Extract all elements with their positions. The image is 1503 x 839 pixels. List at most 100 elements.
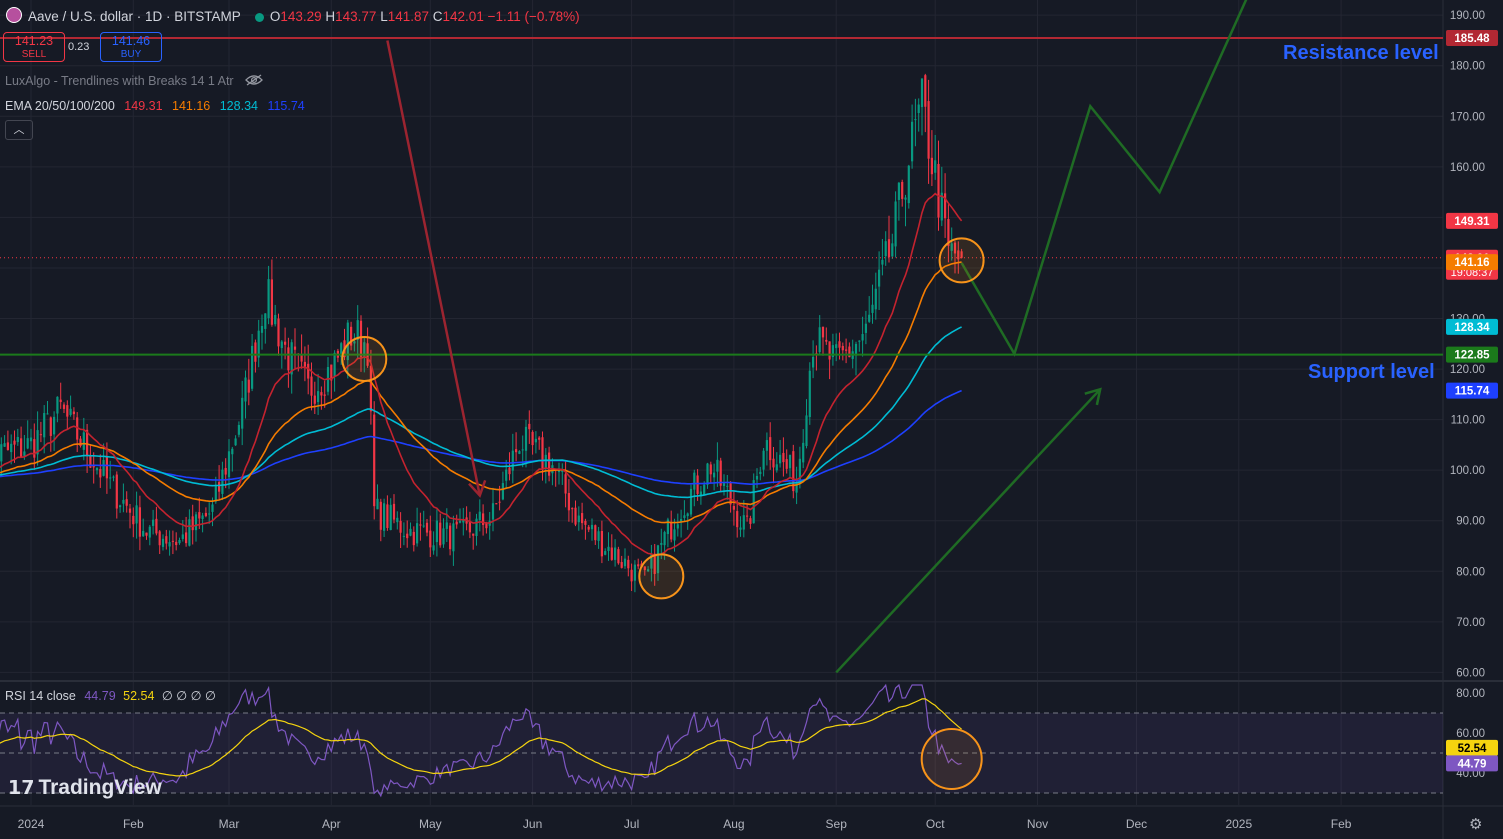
candle-body xyxy=(227,451,231,478)
candle-body xyxy=(402,535,405,537)
luxalgo-indicator-legend[interactable]: LuxAlgo - Trendlines with Breaks 14 1 At… xyxy=(5,74,263,88)
candle-body xyxy=(425,522,429,533)
candle-body xyxy=(152,519,155,526)
candle-body xyxy=(201,515,204,519)
candle-body xyxy=(957,250,960,260)
candle-body xyxy=(534,438,537,443)
candle-body xyxy=(930,157,933,175)
candle-body xyxy=(234,438,237,446)
symbol-title: Aave / U.S. dollar · 1D · BITSTAMP xyxy=(28,9,241,24)
candle-body xyxy=(653,553,656,574)
candle-body xyxy=(670,522,673,540)
candle-body xyxy=(590,524,594,530)
candle-body xyxy=(874,288,877,310)
candle-body xyxy=(422,525,425,527)
candle-body xyxy=(864,323,867,333)
ema-indicator-legend[interactable]: EMA 20/50/100/200 149.31 141.16 128.34 1… xyxy=(5,99,305,113)
rsi-highlight-circle xyxy=(920,728,983,790)
collapse-legend-button[interactable]: ︿ xyxy=(5,120,33,140)
price-badge-label: 115.74 xyxy=(1455,386,1490,398)
price-badge xyxy=(1446,30,1498,47)
candle-body xyxy=(330,364,333,381)
candle-body xyxy=(821,326,825,338)
candle-body xyxy=(188,519,191,546)
candle-body xyxy=(20,438,23,458)
candle-body xyxy=(841,345,844,351)
candle-body xyxy=(577,515,580,523)
candle-body xyxy=(204,512,207,517)
tradingview-logo[interactable]: 𝟭𝟳 TradingView xyxy=(8,776,162,800)
candle-body xyxy=(112,476,115,478)
candle-body xyxy=(115,474,118,509)
candle-body xyxy=(739,527,742,530)
candle-body xyxy=(191,516,194,531)
eye-off-icon[interactable] xyxy=(245,74,263,86)
candle-body xyxy=(237,424,240,435)
candle-body xyxy=(277,318,280,347)
sell-button[interactable]: 141.23 SELL xyxy=(3,32,65,62)
time-tick-label: Jul xyxy=(624,817,639,831)
gear-icon[interactable]: ⚙ xyxy=(1469,816,1483,833)
candle-body xyxy=(76,417,79,440)
candle-body xyxy=(432,545,435,551)
candle-body xyxy=(353,341,356,344)
candle-body xyxy=(56,396,59,414)
candle-body xyxy=(561,470,564,472)
candle-body xyxy=(920,78,924,108)
candle-body xyxy=(746,515,749,517)
candle-body xyxy=(356,320,359,340)
candle-body xyxy=(495,503,498,505)
candle-body xyxy=(122,499,125,504)
candle-body xyxy=(891,243,894,257)
candle-body xyxy=(944,193,947,219)
candle-body xyxy=(574,507,577,525)
candle-body xyxy=(49,417,52,436)
price-badge xyxy=(1446,318,1498,335)
candle-body xyxy=(937,163,940,218)
candle-body xyxy=(838,341,841,348)
candle-body xyxy=(950,243,953,251)
candle-body xyxy=(86,429,89,457)
candle-body xyxy=(571,508,574,510)
candle-body xyxy=(241,397,244,429)
support-annotation: Support level xyxy=(1308,361,1435,383)
rsi-badge xyxy=(1446,739,1498,756)
candle-body xyxy=(868,314,871,322)
candle-body xyxy=(148,526,151,538)
candle-body xyxy=(317,391,320,403)
candle-body xyxy=(16,437,19,443)
candle-body xyxy=(835,344,838,349)
candle-body xyxy=(109,477,112,479)
candle-body xyxy=(485,522,488,529)
candle-body xyxy=(36,430,39,455)
buy-label: BUY xyxy=(120,49,142,60)
time-tick-label: Aug xyxy=(723,817,744,831)
candle-body xyxy=(280,341,283,349)
candle-body xyxy=(369,365,372,412)
time-tick-label: Dec xyxy=(1126,817,1147,831)
rsi-legend[interactable]: RSI 14 close 44.79 52.54 ∅ ∅ ∅ ∅ xyxy=(5,688,216,703)
candle-body xyxy=(531,431,534,446)
candle-body xyxy=(581,513,584,524)
candle-body xyxy=(132,515,135,525)
candle-body xyxy=(376,498,379,510)
candle-body xyxy=(765,440,768,451)
candle-body xyxy=(861,334,864,341)
candle-body xyxy=(10,443,13,453)
candle-body xyxy=(515,449,518,453)
symbol-header[interactable]: Aave / U.S. dollar · 1D · BITSTAMP O143.2… xyxy=(6,7,580,24)
candle-body xyxy=(59,399,62,403)
time-tick-label: Apr xyxy=(322,817,341,831)
price-badge xyxy=(1446,346,1498,363)
candle-body xyxy=(0,444,3,462)
candle-body xyxy=(257,330,260,358)
price-axis: 60.0070.0080.0090.00100.00110.00120.0013… xyxy=(1450,10,1485,679)
buy-button[interactable]: 141.46 BUY xyxy=(100,32,162,62)
candle-body xyxy=(663,532,666,546)
candle-body xyxy=(66,405,69,417)
candle-body xyxy=(208,513,211,515)
candle-body xyxy=(320,392,323,396)
candle-body xyxy=(399,520,402,533)
candle-body xyxy=(511,450,514,471)
